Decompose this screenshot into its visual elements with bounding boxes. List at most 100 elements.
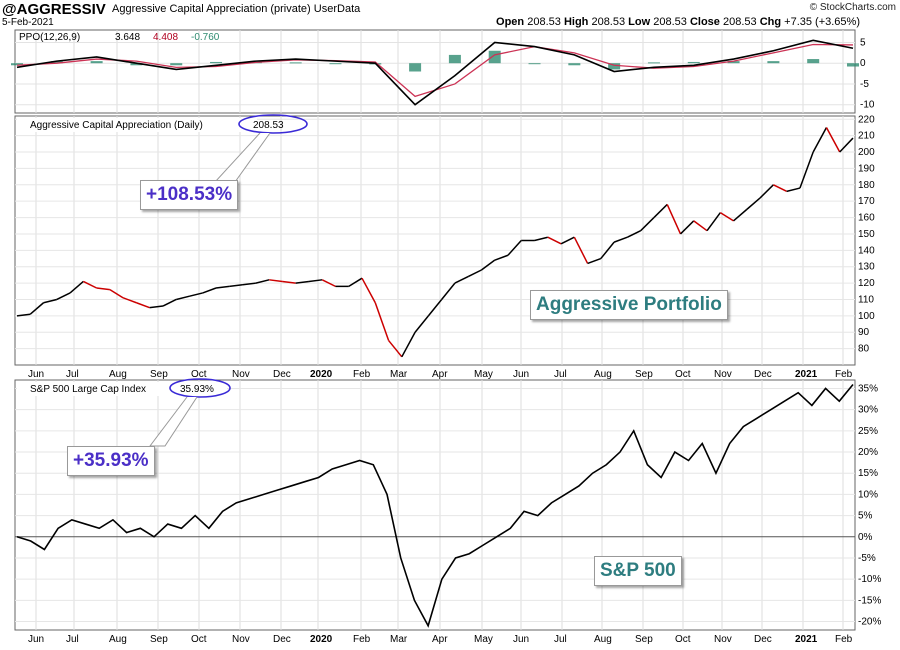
month-axis-label: Feb [353, 634, 371, 645]
aggressive-portfolio-label: Aggressive Portfolio [530, 290, 728, 320]
agg-title-bg [17, 118, 257, 132]
agg-line-segment [640, 217, 655, 232]
agg-line-segment [96, 287, 110, 291]
sp-callout-pointer [148, 396, 198, 447]
agg-line-segment [666, 204, 682, 235]
ppo-histogram-bar [727, 61, 740, 64]
agg-line-segment [653, 203, 668, 219]
agg-line-segment [799, 151, 814, 189]
agg-line-segment [812, 127, 828, 153]
agg-line-segment [136, 302, 150, 309]
agg-line-segment [202, 287, 217, 294]
agg-last-value: 208.53 [253, 120, 284, 131]
ppo-histogram-bar [608, 63, 621, 70]
sp-ytick-label: 15% [858, 468, 878, 479]
agg-line-segment [149, 305, 164, 309]
agg-line-segment [269, 279, 283, 283]
month-axis-label: Jul [554, 369, 567, 380]
agg-ytick-label: 170 [858, 196, 875, 207]
agg-ytick-label: 190 [858, 163, 875, 174]
agg-ytick-label: 130 [858, 262, 875, 273]
sp-ytick-label: 35% [858, 383, 878, 394]
agg-line-segment [83, 280, 97, 289]
month-axis-label: Sep [150, 369, 168, 380]
agg-line-segment [613, 236, 628, 243]
agg-line-segment [467, 269, 482, 278]
month-axis-label: 2021 [795, 634, 818, 645]
agg-line-segment [109, 289, 124, 299]
month-axis-label: Feb [835, 369, 853, 380]
agg-ytick-label: 110 [858, 294, 874, 305]
agg-line-segment [454, 275, 469, 284]
ppo-line [16, 39, 854, 106]
ppo-histogram-bar [528, 63, 541, 65]
month-axis-label: Mar [390, 634, 408, 645]
agg-line-segment [229, 283, 243, 288]
agg-line-segment [600, 241, 615, 259]
month-axis-label: Oct [191, 634, 207, 645]
agg-line-segment [534, 236, 548, 242]
chg-label: Chg [759, 16, 782, 28]
month-axis-label: Dec [273, 634, 291, 645]
close-value: 208.53 [722, 16, 757, 28]
sp-ytick-label: -5% [858, 553, 876, 564]
chart-date: 5-Feb-2021 [2, 17, 54, 28]
month-axis-label: Nov [232, 369, 250, 380]
sp-return-callout: +35.93% [67, 446, 155, 476]
agg-value-circle [238, 114, 308, 134]
agg-title: Aggressive Capital Appreciation (Daily) [30, 120, 203, 131]
month-axis-label: Oct [675, 634, 691, 645]
month-axis-label: Feb [353, 369, 371, 380]
ppo-histogram-bar [210, 61, 223, 64]
agg-line-segment [308, 279, 323, 283]
ppo-histogram-bar [568, 63, 581, 66]
agg-line-segment [693, 220, 708, 232]
month-axis-label: Nov [714, 369, 732, 380]
open-label: Open [496, 16, 525, 28]
agg-line-segment [374, 302, 390, 341]
agg-ytick-label: 220 [858, 114, 875, 125]
low-label: Low [628, 16, 651, 28]
month-axis-label: Oct [191, 369, 207, 380]
month-axis-label: 2021 [795, 369, 818, 380]
agg-line-segment [69, 280, 84, 294]
ppo-histogram-bar [847, 63, 859, 67]
agg-line-segment [706, 212, 721, 232]
open-value: 208.53 [527, 16, 561, 28]
ppo-legend-value-1: 3.648 [115, 32, 140, 43]
agg-line-segment [282, 280, 296, 284]
month-axis-label: Feb [835, 634, 853, 645]
ppo-histogram-bar [807, 59, 820, 64]
month-axis-label: Jun [28, 634, 44, 645]
sp-ytick-label: 5% [858, 511, 873, 522]
agg-line-segment [56, 292, 71, 301]
agg-line-segment [16, 313, 31, 317]
month-axis-label: 2020 [310, 369, 333, 380]
ppo-histogram-bar [289, 62, 302, 64]
sp-ytick-label: -15% [858, 595, 881, 606]
agg-line-segment [162, 298, 177, 307]
agg-line-segment [746, 197, 761, 210]
agg-line-segment [189, 292, 203, 297]
agg-ytick-label: 80 [858, 344, 870, 355]
month-axis-label: May [474, 634, 493, 645]
month-axis-label: Aug [594, 369, 612, 380]
agg-line-segment [361, 277, 376, 304]
agg-line-segment [773, 184, 787, 193]
ppo-histogram-bar [90, 61, 103, 64]
month-axis-label: May [474, 369, 493, 380]
ppo-title: PPO(12,26,9) [19, 32, 80, 43]
ppo-histogram-bar [767, 61, 780, 64]
agg-line-segment [414, 315, 429, 333]
chg-value: +7.35 (+3.65%) [784, 16, 860, 28]
month-axis-label: Jul [66, 634, 79, 645]
agg-line-segment [176, 295, 190, 301]
agg-ytick-label: 150 [858, 229, 875, 240]
ppo-histogram-bar [687, 61, 700, 64]
month-axis-label: Sep [635, 634, 653, 645]
ppo-histogram-bar [488, 50, 501, 64]
ppo-histogram-bar [50, 61, 63, 64]
agg-line-segment [839, 137, 854, 153]
month-axis-label: Dec [754, 634, 772, 645]
